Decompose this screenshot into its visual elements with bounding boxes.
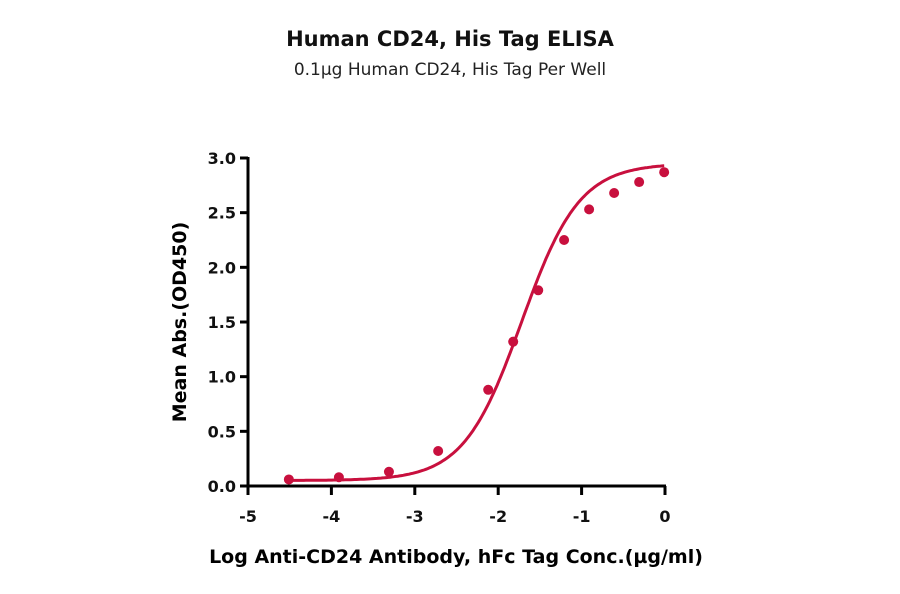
- x-tick-label: -3: [406, 507, 424, 526]
- x-tick-label: 0: [659, 507, 670, 526]
- data-point: [283, 474, 294, 485]
- y-tick-label: 2.0: [208, 258, 236, 277]
- fit-curve: [288, 164, 665, 482]
- data-point: [533, 285, 544, 296]
- y-tick-label: 1.0: [208, 368, 236, 387]
- chart-title: Human CD24, His Tag ELISA: [286, 27, 614, 51]
- y-axis-label: Mean Abs.(OD450): [169, 222, 191, 423]
- data-point: [508, 336, 519, 347]
- data-point: [659, 167, 670, 178]
- chart-subtitle: 0.1µg Human CD24, His Tag Per Well: [293, 60, 607, 80]
- y-tick-label: 2.5: [208, 204, 236, 223]
- data-point: [383, 466, 394, 477]
- axes: 0.0 0.5 1.0 1.5 2.0 2.5 3.0 -5 -4 -3 -2 -1 0: [208, 149, 671, 526]
- y-tick-label: 1.5: [208, 313, 236, 332]
- data-point: [483, 384, 494, 395]
- data-point: [634, 177, 645, 188]
- data-point: [333, 472, 344, 483]
- y-tick-label: 3.0: [208, 149, 236, 168]
- data-point: [433, 446, 444, 457]
- data-point: [609, 187, 620, 198]
- y-tick-label: 0.5: [208, 422, 236, 441]
- x-tick-label: -4: [323, 507, 341, 526]
- data-point: [559, 235, 570, 245]
- x-tick-label: -5: [239, 507, 257, 526]
- x-axis-label: Log Anti-CD24 Antibody, hFc Tag Conc.(µg…: [209, 546, 703, 568]
- data-point: [584, 204, 595, 215]
- data-points: [283, 167, 670, 485]
- y-tick-label: 0.0: [208, 477, 236, 496]
- x-tick-label: -1: [573, 507, 591, 526]
- x-tick-label: -2: [489, 507, 507, 526]
